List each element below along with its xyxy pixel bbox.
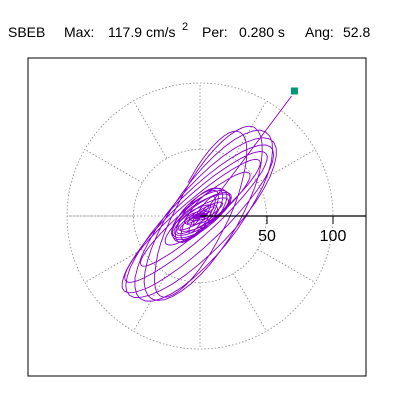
grid-spoke-300 bbox=[232, 273, 267, 332]
angle-value: 52.8 bbox=[343, 24, 370, 40]
grid-spoke-210 bbox=[84, 248, 143, 283]
tick-label-100: 100 bbox=[320, 228, 347, 245]
grid-spoke-30 bbox=[257, 149, 316, 184]
max-label: Max: bbox=[64, 24, 94, 40]
svg-text:SBEB Max: 117.9 cm: SBEB Max: 117.9 cm/s 2 Per: 0.280 s Ang:… bbox=[8, 17, 370, 40]
grid-spoke-60 bbox=[232, 100, 267, 159]
max-unit-exponent: 2 bbox=[182, 21, 188, 33]
peak-marker bbox=[290, 87, 298, 95]
orbit-path bbox=[121, 95, 292, 302]
station-code: SBEB bbox=[8, 24, 45, 40]
max-unit: cm/s bbox=[146, 24, 176, 40]
grid-spoke-330 bbox=[257, 248, 316, 283]
orbit-trace bbox=[121, 95, 292, 302]
tick-label-50: 50 bbox=[258, 228, 276, 245]
axes: 50 100 bbox=[200, 215, 366, 245]
angle-label: Ang: bbox=[305, 24, 334, 40]
period-label: Per: bbox=[202, 24, 228, 40]
grid-spoke-120 bbox=[133, 100, 168, 159]
grid-spoke-150 bbox=[84, 149, 143, 184]
period-value: 0.280 s bbox=[239, 24, 285, 40]
chart-title: SBEB Max: 117.9 cm/s 2 Per: 0.280 s Ang:… bbox=[8, 17, 370, 40]
max-value: 117.9 bbox=[108, 24, 142, 40]
grid-spoke-240 bbox=[133, 273, 168, 332]
plot-frame bbox=[27, 57, 367, 377]
